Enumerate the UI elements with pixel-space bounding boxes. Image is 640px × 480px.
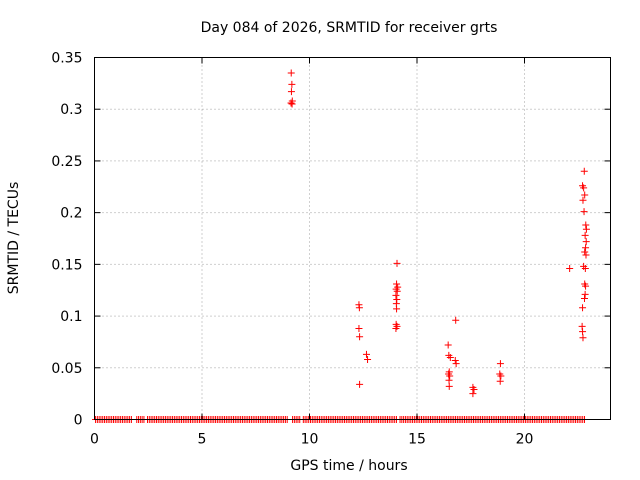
- data-point: [580, 294, 588, 302]
- data-point: [566, 264, 574, 272]
- data-point: [452, 360, 460, 368]
- data-point: [288, 100, 296, 108]
- y-tick-label: 0.05: [51, 361, 82, 377]
- data-point: [287, 88, 295, 96]
- y-tick-label: 0.25: [51, 154, 82, 170]
- data-point: [445, 382, 453, 390]
- data-point: [393, 259, 401, 267]
- data-point: [469, 390, 477, 398]
- y-tick-label: 0.3: [60, 102, 82, 118]
- data-point: [355, 324, 363, 332]
- data-point: [451, 357, 459, 365]
- x-tick-label: 10: [301, 432, 319, 448]
- data-point: [582, 238, 590, 246]
- data-point: [581, 248, 589, 256]
- x-tick-label: 5: [198, 432, 207, 448]
- data-point: [287, 99, 295, 107]
- data-point: [579, 328, 587, 336]
- data-point: [582, 282, 590, 290]
- data-point: [582, 244, 590, 252]
- data-point: [356, 380, 364, 388]
- data-point: [288, 80, 296, 88]
- y-axis-title: SRMTID / TECUs: [6, 182, 22, 295]
- data-point: [580, 208, 588, 216]
- data-point: [581, 231, 589, 239]
- y-tick-label: 0.35: [51, 51, 82, 67]
- data-point: [392, 324, 400, 332]
- data-point: [580, 167, 588, 175]
- data-point: [582, 225, 590, 233]
- data-point: [362, 350, 370, 358]
- data-point: [392, 291, 400, 299]
- data-point: [287, 69, 295, 77]
- data-point: [446, 372, 454, 380]
- data-point: [444, 341, 452, 349]
- data-point: [579, 334, 587, 342]
- axis-ticks: 0 0.05 0.1 0.15 0.2 0.25 0.3 0.35 0 5 10 15 20: [51, 51, 611, 448]
- data-point: [579, 196, 587, 204]
- y-tick-label: 0: [74, 413, 83, 429]
- data-point: [496, 360, 504, 368]
- y-tick-label: 0.1: [60, 309, 82, 325]
- data-point: [581, 290, 589, 298]
- data-point: [496, 377, 504, 385]
- y-tick-label: 0.15: [51, 257, 82, 273]
- data-point: [579, 304, 587, 312]
- data-point: [393, 287, 401, 295]
- data-point: [497, 372, 505, 380]
- x-tick-label: 0: [90, 432, 99, 448]
- data-point: [470, 386, 478, 394]
- data-point: [452, 316, 460, 324]
- data-point: [445, 376, 453, 384]
- plot-frame: [94, 57, 611, 420]
- data-point: [582, 251, 590, 259]
- data-point: [355, 304, 363, 312]
- data-point: [446, 353, 454, 361]
- data-point: [580, 184, 588, 192]
- grid-lines: [94, 57, 611, 420]
- data-point: [364, 356, 372, 364]
- x-tick-label: 15: [408, 432, 426, 448]
- data-point: [582, 221, 590, 229]
- data-point: [356, 333, 364, 341]
- y-tick-label: 0.2: [60, 206, 82, 222]
- data-point: [393, 305, 401, 313]
- data-point: [581, 191, 589, 199]
- chart-title: Day 084 of 2026, SRMTID for receiver grt…: [201, 20, 498, 36]
- x-axis-title: GPS time / hours: [290, 458, 407, 474]
- data-points: [92, 69, 590, 423]
- data-point: [581, 264, 589, 272]
- x-tick-label: 20: [516, 432, 534, 448]
